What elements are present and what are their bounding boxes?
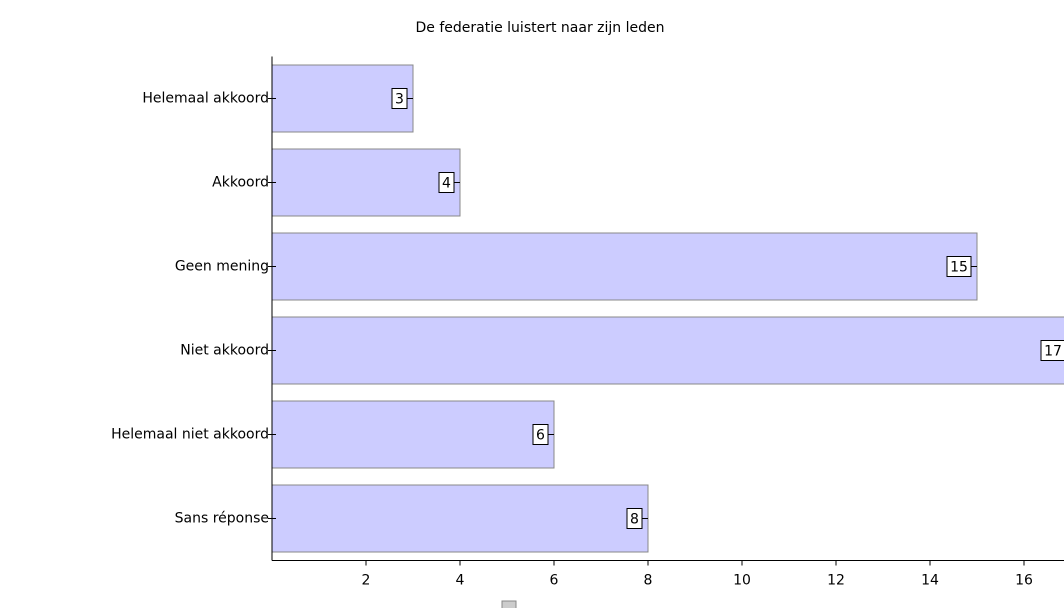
- bar: [271, 148, 461, 217]
- value-label: 17: [1044, 344, 1062, 360]
- x-tick-label: 8: [644, 573, 653, 589]
- value-label: 6: [536, 428, 545, 444]
- x-tick-label: 6: [550, 573, 559, 589]
- value-label-box: [1040, 340, 1064, 361]
- x-tick-label: 16: [1015, 573, 1033, 589]
- legend-swatch: [501, 600, 517, 608]
- y-tick-label: Niet akkoord: [180, 343, 269, 359]
- bar: [271, 64, 414, 133]
- x-tick-label: 12: [827, 573, 845, 589]
- value-label-box: [946, 256, 972, 277]
- value-label-box: [532, 424, 549, 445]
- value-label: 3: [395, 92, 404, 108]
- value-label: 4: [442, 176, 451, 192]
- bar: [271, 232, 978, 301]
- value-label: 8: [630, 512, 639, 528]
- y-tick-label: Geen mening: [175, 259, 269, 275]
- x-tick-label: 10: [733, 573, 751, 589]
- y-tick-label: Sans réponse: [175, 511, 269, 527]
- y-tick-label: Helemaal akkoord: [142, 91, 269, 107]
- y-tick-label: Akkoord: [212, 175, 269, 191]
- value-label-box: [391, 88, 408, 109]
- value-label: 15: [950, 260, 968, 276]
- x-tick-label: 14: [921, 573, 939, 589]
- bar: [271, 484, 649, 553]
- chart-title: De federatie luistert naar zijn leden: [416, 20, 665, 36]
- value-label-box: [438, 172, 455, 193]
- value-label-box: [626, 508, 643, 529]
- x-tick-label: 4: [456, 573, 465, 589]
- y-tick-label: Helemaal niet akkoord: [111, 427, 269, 443]
- bar: [271, 400, 555, 469]
- x-tick-label: 2: [362, 573, 371, 589]
- bar: [271, 316, 1064, 385]
